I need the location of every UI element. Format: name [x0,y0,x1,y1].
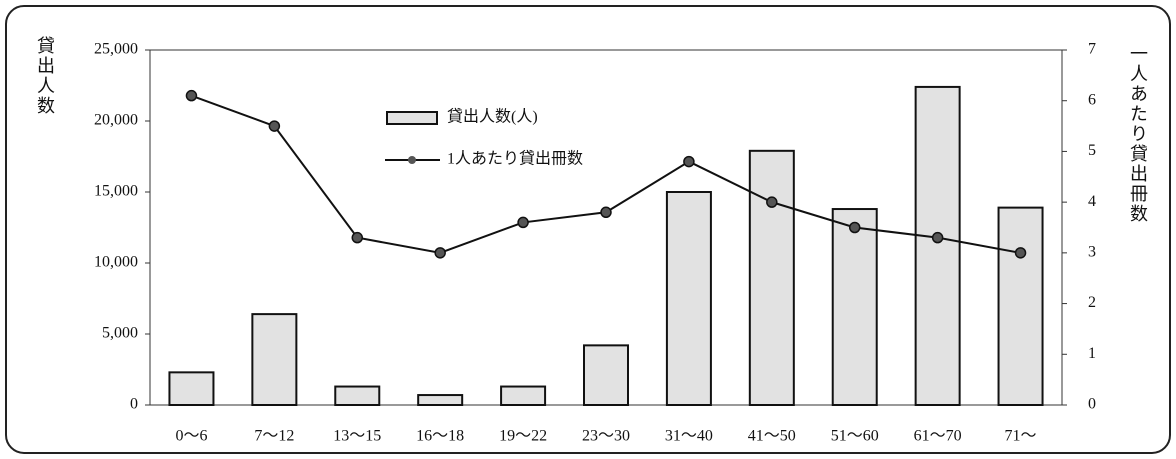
bar [750,151,794,405]
bar [501,387,545,405]
y2-tick-label: 0 [1088,396,1096,413]
bar [418,395,462,405]
legend-label: 1人あたり貸出冊数 [447,150,583,168]
y-tick-label: 10,000 [94,254,138,271]
line [191,96,1020,253]
bar [916,87,960,405]
marker [186,91,196,101]
bar [999,208,1043,405]
marker [850,223,860,233]
x-tick-label: 16～18 [416,428,464,445]
marker [767,197,777,207]
y2-tick-label: 1 [1088,345,1096,362]
bar [252,314,296,405]
marker [601,207,611,217]
x-tick-label: 7～12 [254,428,294,445]
bar [833,209,877,405]
y2-tick-label: 2 [1088,294,1096,311]
marker [518,217,528,227]
x-tick-label: 31～40 [665,428,713,445]
x-tick-label: 51～60 [831,428,879,445]
y2-tick-label: 7 [1088,41,1096,58]
y-tick-label: 15,000 [94,183,138,200]
x-tick-label: 19～22 [499,428,547,445]
y-axis-title: 貸出人数 [35,36,55,116]
y2-tick-label: 6 [1088,91,1096,108]
x-tick-label: 13～15 [333,428,381,445]
y-tick-label: 20,000 [94,112,138,129]
x-tick-label: 0～6 [175,428,207,445]
y-tick-label: 25,000 [94,41,138,58]
y2-tick-label: 5 [1088,142,1096,159]
y2-tick-label: 4 [1088,193,1096,210]
bar [667,192,711,405]
legend-marker [408,156,416,164]
bar [335,387,379,405]
x-tick-label: 61～70 [914,428,962,445]
y-tick-label: 5,000 [102,325,138,342]
legend-swatch [387,112,437,124]
y2-tick-label: 3 [1088,244,1096,261]
marker [269,121,279,131]
marker [352,233,362,243]
page: 貸出人数 一人あたり貸出冊数 0 5,000 10,000 15,000 20,000 2… [0,0,1176,459]
marker [435,248,445,258]
chart: 貸出人数 一人あたり貸出冊数 0 5,000 10,000 15,000 20,000 2… [0,0,1176,459]
legend-label: 貸出人数(人) [447,108,538,126]
x-tick-label: 71～ [1005,428,1037,445]
marker [684,157,694,167]
y2-axis-title: 一人あたり貸出冊数 [1128,44,1148,224]
bar [584,345,628,405]
marker [1016,248,1026,258]
x-tick-label: 23～30 [582,428,630,445]
bar [169,372,213,405]
marker [933,233,943,243]
x-tick-label: 41～50 [748,428,796,445]
y-tick-label: 0 [130,396,138,413]
